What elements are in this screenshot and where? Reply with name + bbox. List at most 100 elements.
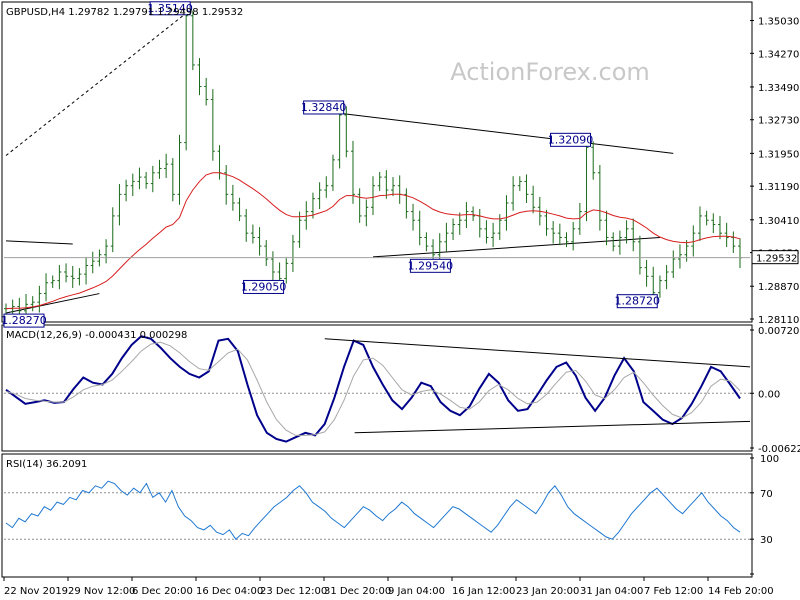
price-bar: [104, 239, 109, 264]
price-bar: [724, 222, 729, 247]
pivot-label-text: 1.35140: [147, 2, 193, 15]
price-bar: [337, 108, 342, 169]
price-bar: [37, 285, 42, 313]
price-bar: [164, 153, 169, 178]
price-bar: [484, 220, 489, 244]
macd-panel: [1, 324, 753, 452]
price-bar: [344, 106, 349, 158]
rsi-ytick-label: 100: [760, 454, 779, 465]
price-bar: [204, 77, 209, 106]
macd-line: [5, 335, 741, 443]
pivot-label: 1.35140: [147, 1, 193, 16]
price-bar: [330, 154, 335, 191]
xtick-label: 9 Jan 04:00: [388, 586, 445, 597]
price-bar: [444, 222, 449, 252]
price-bar: [404, 188, 409, 219]
price-ytick-label: 1.35030: [758, 17, 799, 28]
price-bar: [711, 213, 716, 234]
watermark: ActionForex.com: [450, 58, 650, 86]
xtick-label: 22 Nov 2019: [4, 586, 68, 597]
macd-ytick-label: -0.006229: [758, 444, 800, 455]
price-bar: [137, 167, 142, 190]
price-bar: [124, 179, 129, 202]
price-bar: [731, 231, 736, 254]
price-bar: [70, 265, 75, 288]
price-bar: [57, 265, 62, 290]
price-bar: [671, 250, 676, 279]
price-bar: [604, 210, 609, 246]
price-bar: [524, 174, 529, 203]
price-bar: [64, 263, 69, 283]
price-bar: [157, 159, 162, 179]
price-bar: [84, 257, 89, 285]
current-price-label: 1.29532: [756, 254, 797, 265]
price-bar: [411, 203, 416, 231]
price-bar: [717, 215, 722, 240]
axis-layer: 1.35030 1.34270 1.33490 1.32730 1.31950 1.311…: [3, 17, 800, 597]
price-bar: [90, 251, 95, 274]
price-bar: [324, 176, 329, 198]
price-bar: [290, 234, 295, 272]
pivot-label-text: 1.28720: [615, 295, 661, 308]
xtick-label: 31 Jan 04:00: [580, 586, 643, 597]
price-bar: [511, 176, 516, 211]
price-bar: [364, 199, 369, 227]
macd-trendline: [324, 338, 751, 368]
price-bar: [657, 275, 662, 298]
price-bar: [177, 134, 182, 205]
price-bar: [244, 209, 249, 242]
pivot-label: 1.29050: [241, 279, 286, 294]
pivot-label: 1.28720: [615, 294, 661, 309]
macd-trendline: [354, 420, 751, 434]
price-bar: [417, 210, 422, 246]
pivot-label: 1.28270: [1, 313, 47, 328]
pivot-label-text: 1.29540: [408, 259, 454, 272]
price-bar: [504, 195, 509, 231]
price-trendline: [372, 236, 660, 258]
price-bar: [297, 211, 302, 248]
price-bar: [270, 251, 275, 283]
price-bar: [117, 183, 122, 226]
macd-title: MACD(12,26,9) -0.000431 0.000298: [6, 330, 187, 341]
price-bar: [210, 89, 215, 161]
price-bar: [591, 141, 596, 180]
price-bar: [691, 225, 696, 257]
rsi-layer: [4, 480, 750, 540]
xtick-label: 16 Dec 04:00: [196, 586, 263, 597]
price-bar: [391, 177, 396, 197]
price-trendline: [5, 12, 187, 156]
price-ema-line: [5, 172, 741, 310]
price-bar: [644, 259, 649, 287]
price-bar: [557, 223, 562, 246]
price-bar: [50, 275, 55, 288]
price-ytick-label: 1.30410: [758, 216, 799, 227]
price-bar: [664, 265, 669, 290]
price-bar: [284, 258, 289, 284]
price-bar: [424, 232, 429, 252]
price-bar: [677, 244, 682, 269]
price-ytick-label: 1.31950: [758, 149, 799, 160]
pivot-label-text: 1.28270: [1, 314, 47, 327]
price-bar: [371, 176, 375, 216]
price-bar: [170, 158, 175, 202]
price-bar: [237, 197, 242, 222]
price-bar: [184, 6, 189, 151]
current-price-tag: 1.29532: [751, 250, 799, 265]
price-bar: [437, 233, 442, 261]
price-bar: [704, 210, 709, 226]
price-bar: [44, 273, 49, 302]
price-bar: [551, 221, 556, 244]
price-bar: [571, 221, 576, 251]
price-bar: [451, 218, 456, 241]
price-bar: [304, 201, 309, 230]
price-bar: [631, 218, 636, 252]
xtick-label: 23 Dec 12:00: [260, 586, 327, 597]
price-trendline: [339, 112, 674, 154]
price-bar: [130, 173, 135, 197]
price-bar: [250, 224, 255, 244]
price-bar: [197, 58, 202, 96]
price-bar: [597, 165, 602, 231]
rsi-ytick-label: 30: [760, 535, 773, 546]
price-bar: [317, 182, 322, 210]
